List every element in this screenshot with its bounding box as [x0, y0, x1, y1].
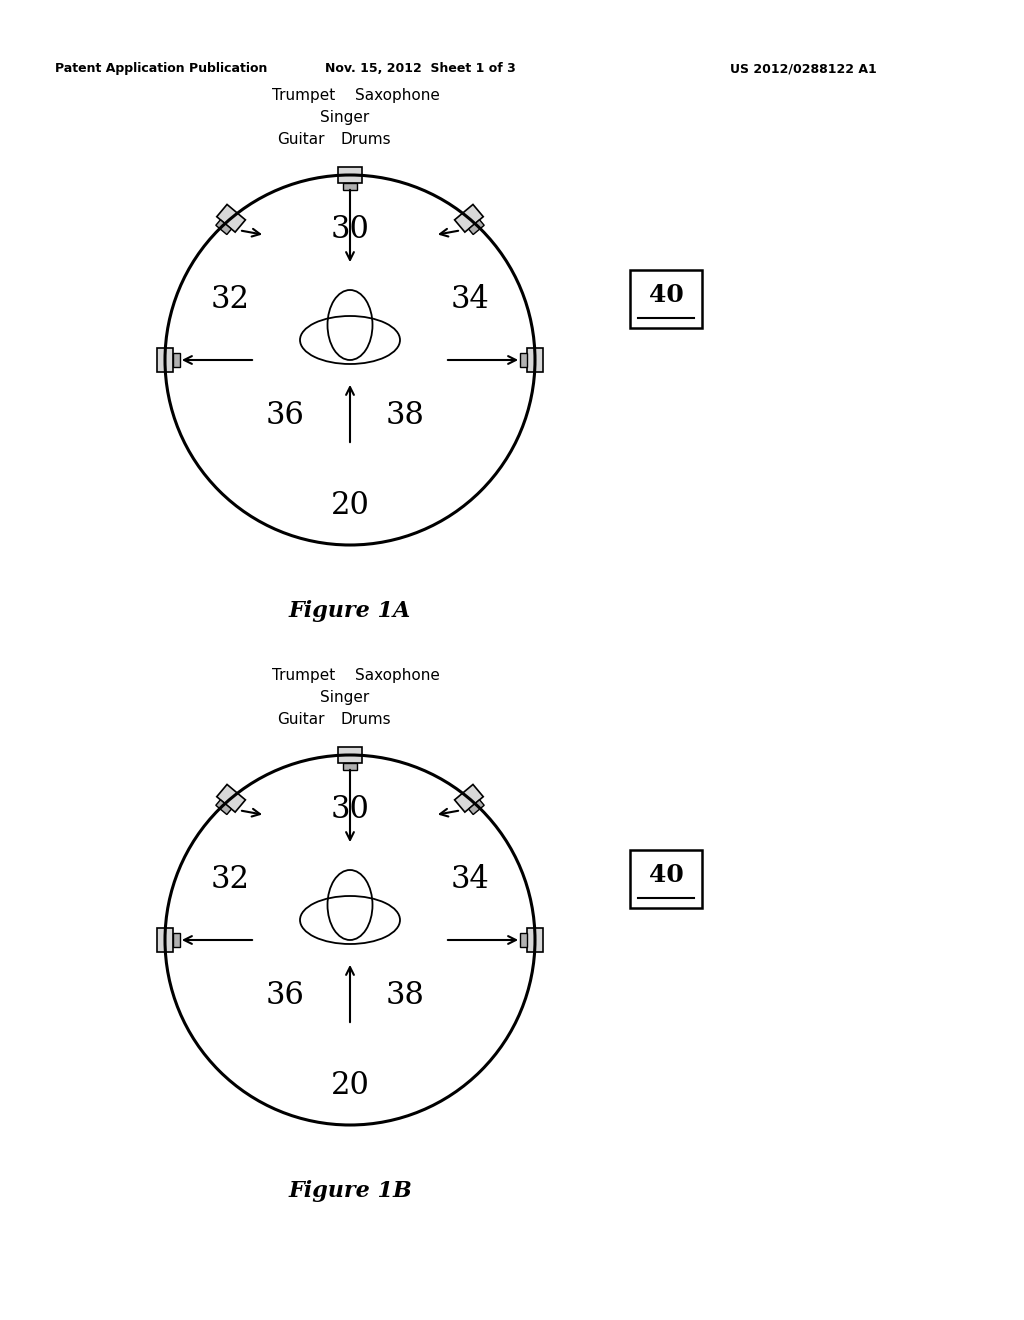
Text: 34: 34	[451, 865, 489, 895]
Bar	[520, 352, 527, 367]
Text: 20: 20	[331, 490, 370, 520]
Text: 30: 30	[331, 795, 370, 825]
Text: Figure 1A: Figure 1A	[289, 601, 411, 622]
Text: Saxophone: Saxophone	[355, 668, 440, 682]
Bar	[157, 928, 173, 952]
Bar	[527, 928, 543, 952]
Text: 30: 30	[331, 214, 370, 246]
Bar	[527, 348, 543, 372]
Bar	[455, 205, 483, 232]
Text: 32: 32	[211, 865, 250, 895]
Bar	[343, 183, 357, 190]
Text: 34: 34	[451, 285, 489, 315]
Bar	[173, 933, 180, 948]
Text: Trumpet: Trumpet	[271, 88, 335, 103]
Text: 36: 36	[265, 979, 304, 1011]
Text: Saxophone: Saxophone	[355, 88, 440, 103]
Bar	[455, 784, 483, 812]
Text: 20: 20	[331, 1069, 370, 1101]
Bar	[217, 205, 246, 232]
Bar	[173, 352, 180, 367]
Bar	[469, 800, 484, 814]
Text: Guitar: Guitar	[278, 711, 325, 727]
Text: Drums: Drums	[340, 132, 390, 147]
Bar	[216, 800, 231, 814]
Text: Singer: Singer	[321, 110, 370, 125]
Bar	[520, 933, 527, 948]
Bar	[217, 784, 246, 812]
Text: 38: 38	[386, 400, 425, 430]
Text: 38: 38	[386, 979, 425, 1011]
Text: 40: 40	[648, 863, 683, 887]
Bar	[343, 763, 357, 770]
Text: Guitar: Guitar	[278, 132, 325, 147]
Text: Nov. 15, 2012  Sheet 1 of 3: Nov. 15, 2012 Sheet 1 of 3	[325, 62, 515, 75]
Text: US 2012/0288122 A1: US 2012/0288122 A1	[730, 62, 877, 75]
Bar	[630, 271, 702, 327]
Text: Patent Application Publication: Patent Application Publication	[55, 62, 267, 75]
Bar	[630, 850, 702, 908]
Text: 40: 40	[648, 282, 683, 308]
Text: Singer: Singer	[321, 690, 370, 705]
Bar	[469, 220, 484, 235]
Text: 32: 32	[211, 285, 250, 315]
Text: Trumpet: Trumpet	[271, 668, 335, 682]
Text: Figure 1B: Figure 1B	[288, 1180, 412, 1203]
Bar	[216, 220, 231, 235]
Bar	[338, 747, 362, 763]
Text: Drums: Drums	[340, 711, 390, 727]
Bar	[338, 168, 362, 183]
Bar	[157, 348, 173, 372]
Text: 36: 36	[265, 400, 304, 430]
